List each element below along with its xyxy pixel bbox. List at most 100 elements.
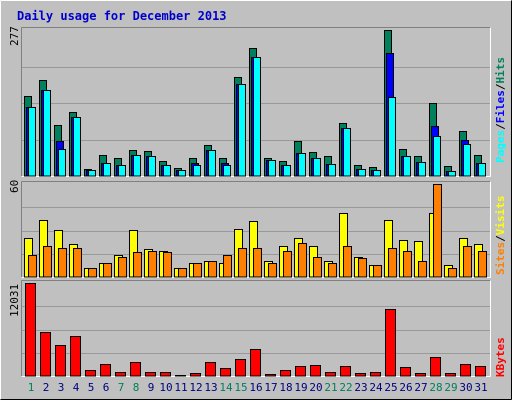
bar-kbytes-day-15 xyxy=(235,359,246,377)
bar-pages-day-15 xyxy=(238,84,246,177)
bar-kbytes-day-12 xyxy=(190,373,201,377)
bar-sites-day-21 xyxy=(328,263,337,278)
bar-kbytes-day-24 xyxy=(370,372,381,377)
bar-kbytes-day-2 xyxy=(40,332,51,377)
bar-kbytes-day-21 xyxy=(325,372,336,377)
bar-sites-day-25 xyxy=(388,248,397,278)
bar-sites-day-9 xyxy=(148,251,157,278)
bar-pages-day-2 xyxy=(43,90,51,177)
bar-sites-day-19 xyxy=(298,243,307,278)
bar-kbytes-day-4 xyxy=(70,336,81,377)
bar-sites-day-10 xyxy=(163,252,172,278)
bar-sites-day-22 xyxy=(343,246,352,278)
bar-sites-day-3 xyxy=(58,248,67,278)
bar-kbytes-day-27 xyxy=(415,373,426,377)
day-label-4: 4 xyxy=(73,381,80,394)
bar-kbytes-day-26 xyxy=(400,367,411,377)
day-label-8: 8 xyxy=(133,381,140,394)
bar-sites-day-28 xyxy=(433,184,442,278)
bars xyxy=(24,30,487,377)
day-label-10: 10 xyxy=(159,381,172,394)
bar-sites-day-2 xyxy=(43,246,52,278)
bar-pages-day-31 xyxy=(478,163,486,177)
bar-sites-day-30 xyxy=(463,246,472,278)
bar-pages-day-16 xyxy=(253,57,261,177)
middle-ymax-label: 60 xyxy=(8,180,21,193)
bar-pages-day-27 xyxy=(418,162,426,177)
top-ymax-label: 277 xyxy=(8,26,21,46)
bar-kbytes-day-22 xyxy=(340,366,351,377)
legend-middle-part-2: Visits xyxy=(494,196,507,236)
bar-kbytes-day-1 xyxy=(25,283,36,377)
bar-kbytes-day-11 xyxy=(175,375,186,377)
bar-pages-day-6 xyxy=(103,163,111,177)
bar-kbytes-day-3 xyxy=(55,345,66,377)
day-label-9: 9 xyxy=(148,381,155,394)
day-label-7: 7 xyxy=(118,381,125,394)
day-label-27: 27 xyxy=(414,381,427,394)
bar-pages-day-26 xyxy=(403,156,411,177)
bar-sites-day-20 xyxy=(313,257,322,278)
bar-sites-day-17 xyxy=(268,263,277,278)
bar-kbytes-day-18 xyxy=(280,370,291,377)
legend-top-part-4: Hits xyxy=(494,57,507,84)
bar-pages-day-28 xyxy=(433,136,441,177)
bar-kbytes-day-13 xyxy=(205,362,216,377)
bar-pages-day-22 xyxy=(343,128,351,177)
day-label-13: 13 xyxy=(204,381,217,394)
bar-kbytes-day-9 xyxy=(145,372,156,377)
legend-top-part-2: Files xyxy=(494,90,507,123)
bar-pages-day-5 xyxy=(88,170,96,177)
bar-pages-day-12 xyxy=(193,165,201,177)
bar-sites-day-15 xyxy=(238,248,247,278)
bar-kbytes-day-8 xyxy=(130,362,141,377)
day-label-14: 14 xyxy=(219,381,233,394)
bar-pages-day-17 xyxy=(268,160,276,177)
day-label-2: 2 xyxy=(43,381,50,394)
bar-pages-day-13 xyxy=(208,150,216,177)
day-label-21: 21 xyxy=(324,381,337,394)
day-label-19: 19 xyxy=(294,381,307,394)
bar-pages-day-29 xyxy=(448,171,456,177)
bar-sites-day-11 xyxy=(178,268,187,278)
day-label-5: 5 xyxy=(88,381,95,394)
bar-kbytes-day-25 xyxy=(385,309,396,377)
bar-kbytes-day-5 xyxy=(85,370,96,377)
bar-sites-day-27 xyxy=(418,261,427,278)
bar-kbytes-day-29 xyxy=(445,373,456,377)
legend-top-part-1: / xyxy=(494,123,507,130)
top-legend: Pages/Files/Hits xyxy=(494,57,507,163)
bar-sites-day-6 xyxy=(103,263,112,278)
bar-pages-day-24 xyxy=(373,170,381,177)
day-label-28: 28 xyxy=(429,381,442,394)
legend-middle-part-1: / xyxy=(494,235,507,242)
day-label-3: 3 xyxy=(58,381,65,394)
bar-kbytes-day-28 xyxy=(430,357,441,377)
day-label-18: 18 xyxy=(279,381,292,394)
bar-pages-day-8 xyxy=(133,155,141,177)
bar-kbytes-day-19 xyxy=(295,366,306,377)
bar-sites-day-18 xyxy=(283,251,292,278)
legend-top-part-0: Pages xyxy=(494,130,507,163)
legend-middle-part-0: Sites xyxy=(494,242,507,275)
day-label-12: 12 xyxy=(189,381,202,394)
bar-sites-day-1 xyxy=(28,255,37,278)
chart-title: Daily usage for December 2013 xyxy=(17,9,227,23)
bar-sites-day-23 xyxy=(358,258,367,278)
bar-sites-day-31 xyxy=(478,251,487,278)
bar-pages-day-7 xyxy=(118,165,126,177)
bar-sites-day-4 xyxy=(73,248,82,278)
bar-sites-day-26 xyxy=(403,251,412,278)
bar-pages-day-23 xyxy=(358,169,366,177)
bar-kbytes-day-23 xyxy=(355,373,366,377)
bar-kbytes-day-6 xyxy=(100,364,111,377)
bar-kbytes-day-17 xyxy=(265,374,276,377)
day-label-15: 15 xyxy=(234,381,247,394)
day-label-30: 30 xyxy=(459,381,472,394)
day-label-1: 1 xyxy=(28,381,35,394)
bar-kbytes-day-14 xyxy=(220,368,231,377)
middle-legend: Sites/Visits xyxy=(494,196,507,276)
bar-pages-day-30 xyxy=(463,144,471,177)
bar-kbytes-day-20 xyxy=(310,365,321,377)
